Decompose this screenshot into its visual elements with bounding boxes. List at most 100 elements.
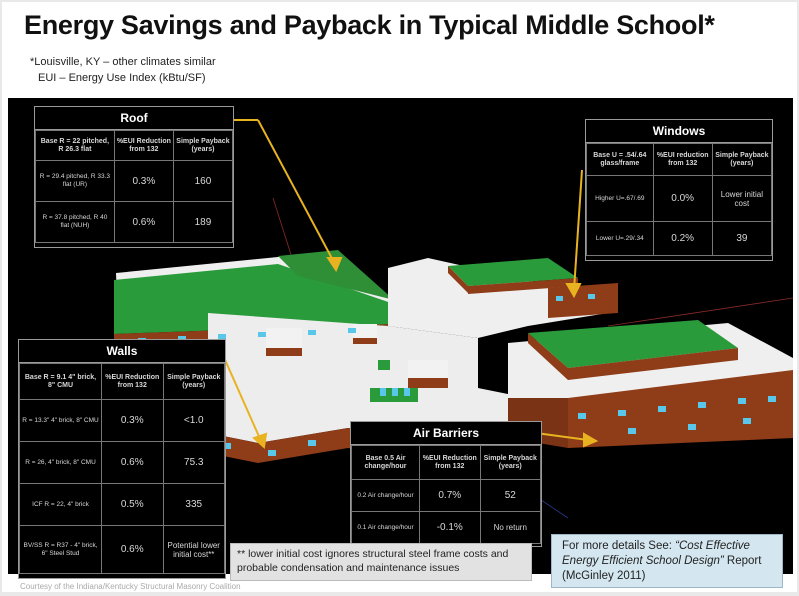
- table-cell: 0.6%: [113, 201, 174, 243]
- table-cell: 0.7%: [419, 479, 481, 512]
- table-cell: R = 37.8 pitched, R 40 flat (NUH): [35, 201, 115, 243]
- walls-col-eui: %EUI Reduction from 132: [101, 363, 164, 400]
- air-barriers-table: Base 0.5 Air change/hour %EUI Reduction …: [350, 445, 541, 544]
- walls-table-panel: Walls Base R = 9.1 4" brick, 8" CMU %EUI…: [18, 339, 226, 579]
- table-cell: 0.6%: [101, 525, 164, 574]
- table-cell: 0.5%: [101, 483, 164, 526]
- roof-arrow: [257, 119, 337, 267]
- air-arrow: [535, 432, 589, 441]
- table-row: Lower U=.29/.34 0.2% 39: [586, 221, 773, 256]
- table-cell: R = 26, 4" brick, 8" CMU: [19, 441, 102, 484]
- table-cell: 0.3%: [113, 160, 174, 202]
- windows-col-payback: Simple Payback (years): [711, 143, 773, 176]
- arrow-head: [252, 432, 268, 449]
- more-details-prefix: For more details See:: [562, 540, 676, 552]
- roof-col-eui: %EUI Reduction from 132: [113, 130, 174, 161]
- table-cell: No return: [479, 511, 541, 544]
- table-cell: 335: [162, 483, 225, 526]
- table-row: R = 29.4 pitched, R 33.3 flat (UR) 0.3% …: [35, 160, 234, 202]
- table-cell: 0.0%: [652, 175, 713, 222]
- roof-table-panel: Roof Base R = 22 pitched, R 26.3 flat %E…: [34, 106, 234, 248]
- brick-wall: [548, 283, 618, 318]
- slide-title: Energy Savings and Payback in Typical Mi…: [24, 10, 715, 40]
- walls-col-base: Base R = 9.1 4" brick, 8" CMU: [19, 363, 102, 400]
- roof-col-payback: Simple Payback (years): [172, 130, 234, 161]
- table-cell: 160: [172, 160, 234, 202]
- location-note: *Louisville, KY – other climates similar: [30, 56, 216, 68]
- rooftop-unit-wall: [408, 378, 448, 388]
- axis-line: [607, 297, 793, 327]
- table-cell: 75.3: [162, 441, 225, 484]
- table-cell: 39: [711, 221, 773, 256]
- table-cell: 0.1 Air change/hour: [350, 511, 421, 544]
- rooftop-vent: [378, 360, 390, 370]
- roof-col-base: Base R = 22 pitched, R 26.3 flat: [35, 130, 115, 161]
- brick-wall: [568, 348, 738, 380]
- windows-arrow: [573, 169, 583, 291]
- green-roof-top: [448, 258, 578, 286]
- table-cell: Lower initial cost: [711, 175, 773, 222]
- rooftop-unit-wall: [266, 348, 302, 356]
- table-row: 0.1 Air change/hour -0.1% No return: [350, 511, 541, 544]
- eui-definition: EUI – Energy Use Index (kBtu/SF): [38, 72, 206, 84]
- table-cell: 0.2 Air change/hour: [350, 479, 421, 512]
- report-title: “Cost Effective Energy Efficient School …: [562, 540, 750, 567]
- rooftop-unit: [408, 360, 448, 380]
- arrow-head: [583, 432, 599, 448]
- walls-heading: Walls: [19, 340, 225, 363]
- brick-wall: [568, 370, 793, 448]
- table-cell: 0.2%: [652, 221, 713, 256]
- windows-heading: Windows: [586, 120, 772, 143]
- table-row: ICF R = 22, 4" brick 0.5% 335: [19, 483, 225, 526]
- brick-wall: [468, 278, 578, 294]
- table-cell: 52: [479, 479, 541, 512]
- windows-col-eui: %EUI reduction from 132: [652, 143, 713, 176]
- brick-wall: [528, 333, 568, 380]
- table-cell: 0.3%: [101, 399, 164, 442]
- table-cell: <1.0: [162, 399, 225, 442]
- table-cell: Potential lower initial cost**: [162, 525, 225, 574]
- table-cell: BV/SS R = R37 - 4" brick, 6" Steel Stud: [19, 525, 102, 574]
- table-cell: Higher U=.67/.69: [586, 175, 654, 222]
- air-barriers-heading: Air Barriers: [351, 422, 541, 445]
- table-row: 0.2 Air change/hour 0.7% 52: [350, 479, 541, 512]
- air-col-payback: Simple Payback (years): [479, 445, 541, 480]
- walls-arrow: [221, 352, 262, 442]
- roof-heading: Roof: [35, 107, 233, 130]
- table-cell: R = 13.3" 4" brick, 8" CMU: [19, 399, 102, 442]
- table-row: Higher U=.67/.69 0.0% Lower initial cost: [586, 175, 773, 222]
- table-cell: ICF R = 22, 4" brick: [19, 483, 102, 526]
- air-col-eui: %EUI Reduction from 132: [419, 445, 481, 480]
- table-row: R = 37.8 pitched, R 40 flat (NUH) 0.6% 1…: [35, 201, 234, 243]
- rooftop-unit-wall: [353, 338, 377, 344]
- footnote-box: ** lower initial cost ignores structural…: [230, 543, 532, 581]
- windows-table: Base U = .54/.64 glass/frame %EUI reduct…: [586, 143, 773, 256]
- axis-line: [537, 497, 569, 519]
- table-cell: R = 29.4 pitched, R 33.3 flat (UR): [35, 160, 115, 202]
- table-cell: 0.6%: [101, 441, 164, 484]
- table-row: R = 13.3" 4" brick, 8" CMU 0.3% <1.0: [19, 399, 225, 442]
- walls-col-payback: Simple Payback (years): [162, 363, 225, 400]
- green-roof-ridge: [278, 250, 394, 300]
- more-details-box: For more details See: “Cost Effective En…: [551, 534, 783, 588]
- brick-wall: [448, 266, 468, 293]
- air-barriers-table-panel: Air Barriers Base 0.5 Air change/hour %E…: [350, 421, 542, 547]
- arrow-head: [326, 257, 343, 273]
- green-roof-right: [528, 320, 738, 368]
- arrow-head: [565, 283, 582, 299]
- window-group: [138, 294, 776, 456]
- roof-flat-corridor: [388, 258, 608, 338]
- table-row: BV/SS R = R37 - 4" brick, 6" Steel Stud …: [19, 525, 225, 574]
- report-suffix: Report (McGinley 2011): [562, 555, 762, 582]
- roof-table: Base R = 22 pitched, R 26.3 flat %EUI Re…: [35, 130, 234, 243]
- walls-table: Base R = 9.1 4" brick, 8" CMU %EUI Reduc…: [19, 363, 225, 574]
- table-cell: -0.1%: [419, 511, 481, 544]
- rooftop-unit: [266, 328, 302, 350]
- windows-table-panel: Windows Base U = .54/.64 glass/frame %EU…: [585, 119, 773, 261]
- table-cell: Lower U=.29/.34: [586, 221, 654, 256]
- table-cell: 189: [172, 201, 234, 243]
- windows-col-base: Base U = .54/.64 glass/frame: [586, 143, 654, 176]
- image-credit: Courtesy of the Indiana/Kentucky Structu…: [20, 582, 241, 591]
- air-col-base: Base 0.5 Air change/hour: [350, 445, 421, 480]
